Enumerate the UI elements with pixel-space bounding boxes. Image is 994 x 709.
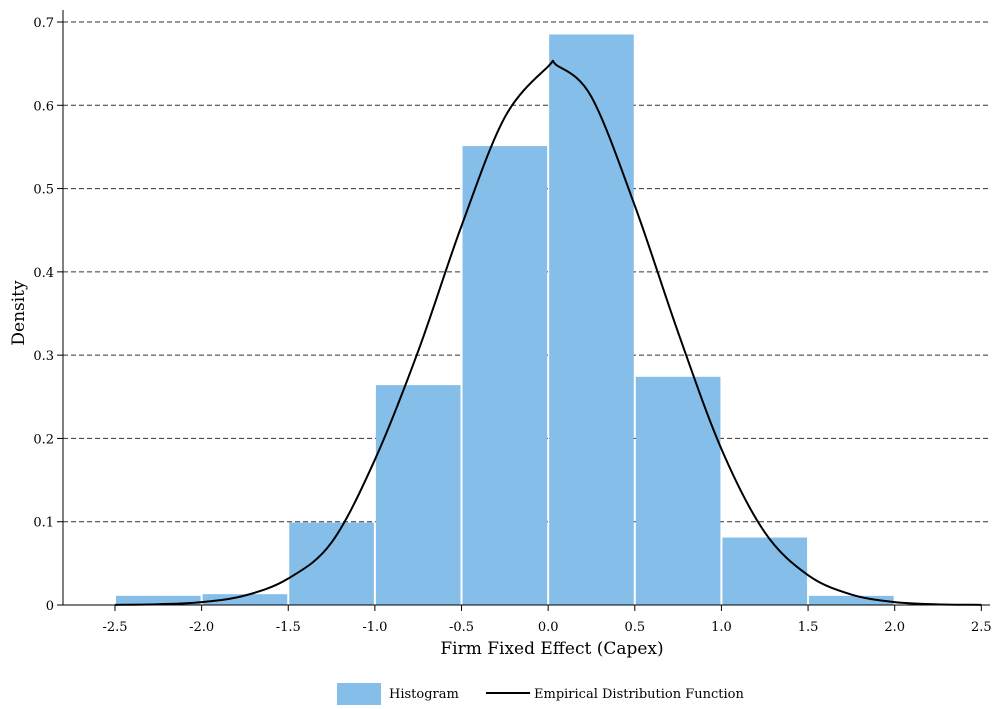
histogram-bar-5 [549,34,634,605]
legend-histogram-label: Histogram [389,687,459,702]
density-curve [114,59,982,606]
histogram-bar-1 [202,594,288,605]
x-tick-label-4: -0.5 [449,620,474,635]
x-tick-label-3: -1.0 [362,620,387,635]
y-tick-label-1: 0.1 [33,516,54,531]
histogram-bar-3 [375,385,461,605]
axes [62,10,990,606]
y-tick-label-3: 0.3 [33,349,54,364]
x-axis-title: Firm Fixed Effect (Capex) [440,639,663,659]
histogram-bar-0 [115,595,201,605]
x-tick-label-1: -2.0 [189,620,214,635]
y-tick-label-0: 0 [46,599,54,614]
y-tick-label-7: 0.7 [33,16,54,31]
legend-histogram-swatch [337,683,381,705]
legend: Histogram Empirical Distribution Functio… [337,683,745,705]
histogram-bar-4 [462,146,548,606]
y-axis-title: Density [9,280,29,346]
histogram-bar-7 [722,537,808,605]
y-tick-label-6: 0.6 [33,99,54,114]
x-tick-label-2: -1.5 [276,620,301,635]
histogram-bar-6 [635,376,721,605]
x-tick-label-5: 0.0 [538,620,559,635]
y-ticks: 0 0.1 0.2 0.3 0.4 0.5 0.6 0.7 [33,16,63,614]
y-tick-label-5: 0.5 [33,183,54,198]
legend-curve-label: Empirical Distribution Function [534,687,745,702]
histogram-bars [115,34,894,606]
x-tick-label-0: -2.5 [102,620,127,635]
x-ticks: -2.5 -2.0 -1.5 -1.0 -0.5 0.0 0.5 1.0 1.5 2.0 2.5 [102,605,992,635]
histogram-bar-8 [809,595,894,605]
y-tick-label-4: 0.4 [33,266,54,281]
x-tick-label-7: 1.0 [711,620,732,635]
x-tick-label-9: 2.0 [884,620,905,635]
grid-lines [63,21,990,523]
x-tick-label-10: 2.5 [971,620,992,635]
x-tick-label-8: 1.5 [798,620,819,635]
histogram-bar-2 [289,522,374,605]
y-tick-label-2: 0.2 [33,432,54,447]
x-tick-label-6: 0.5 [624,620,645,635]
